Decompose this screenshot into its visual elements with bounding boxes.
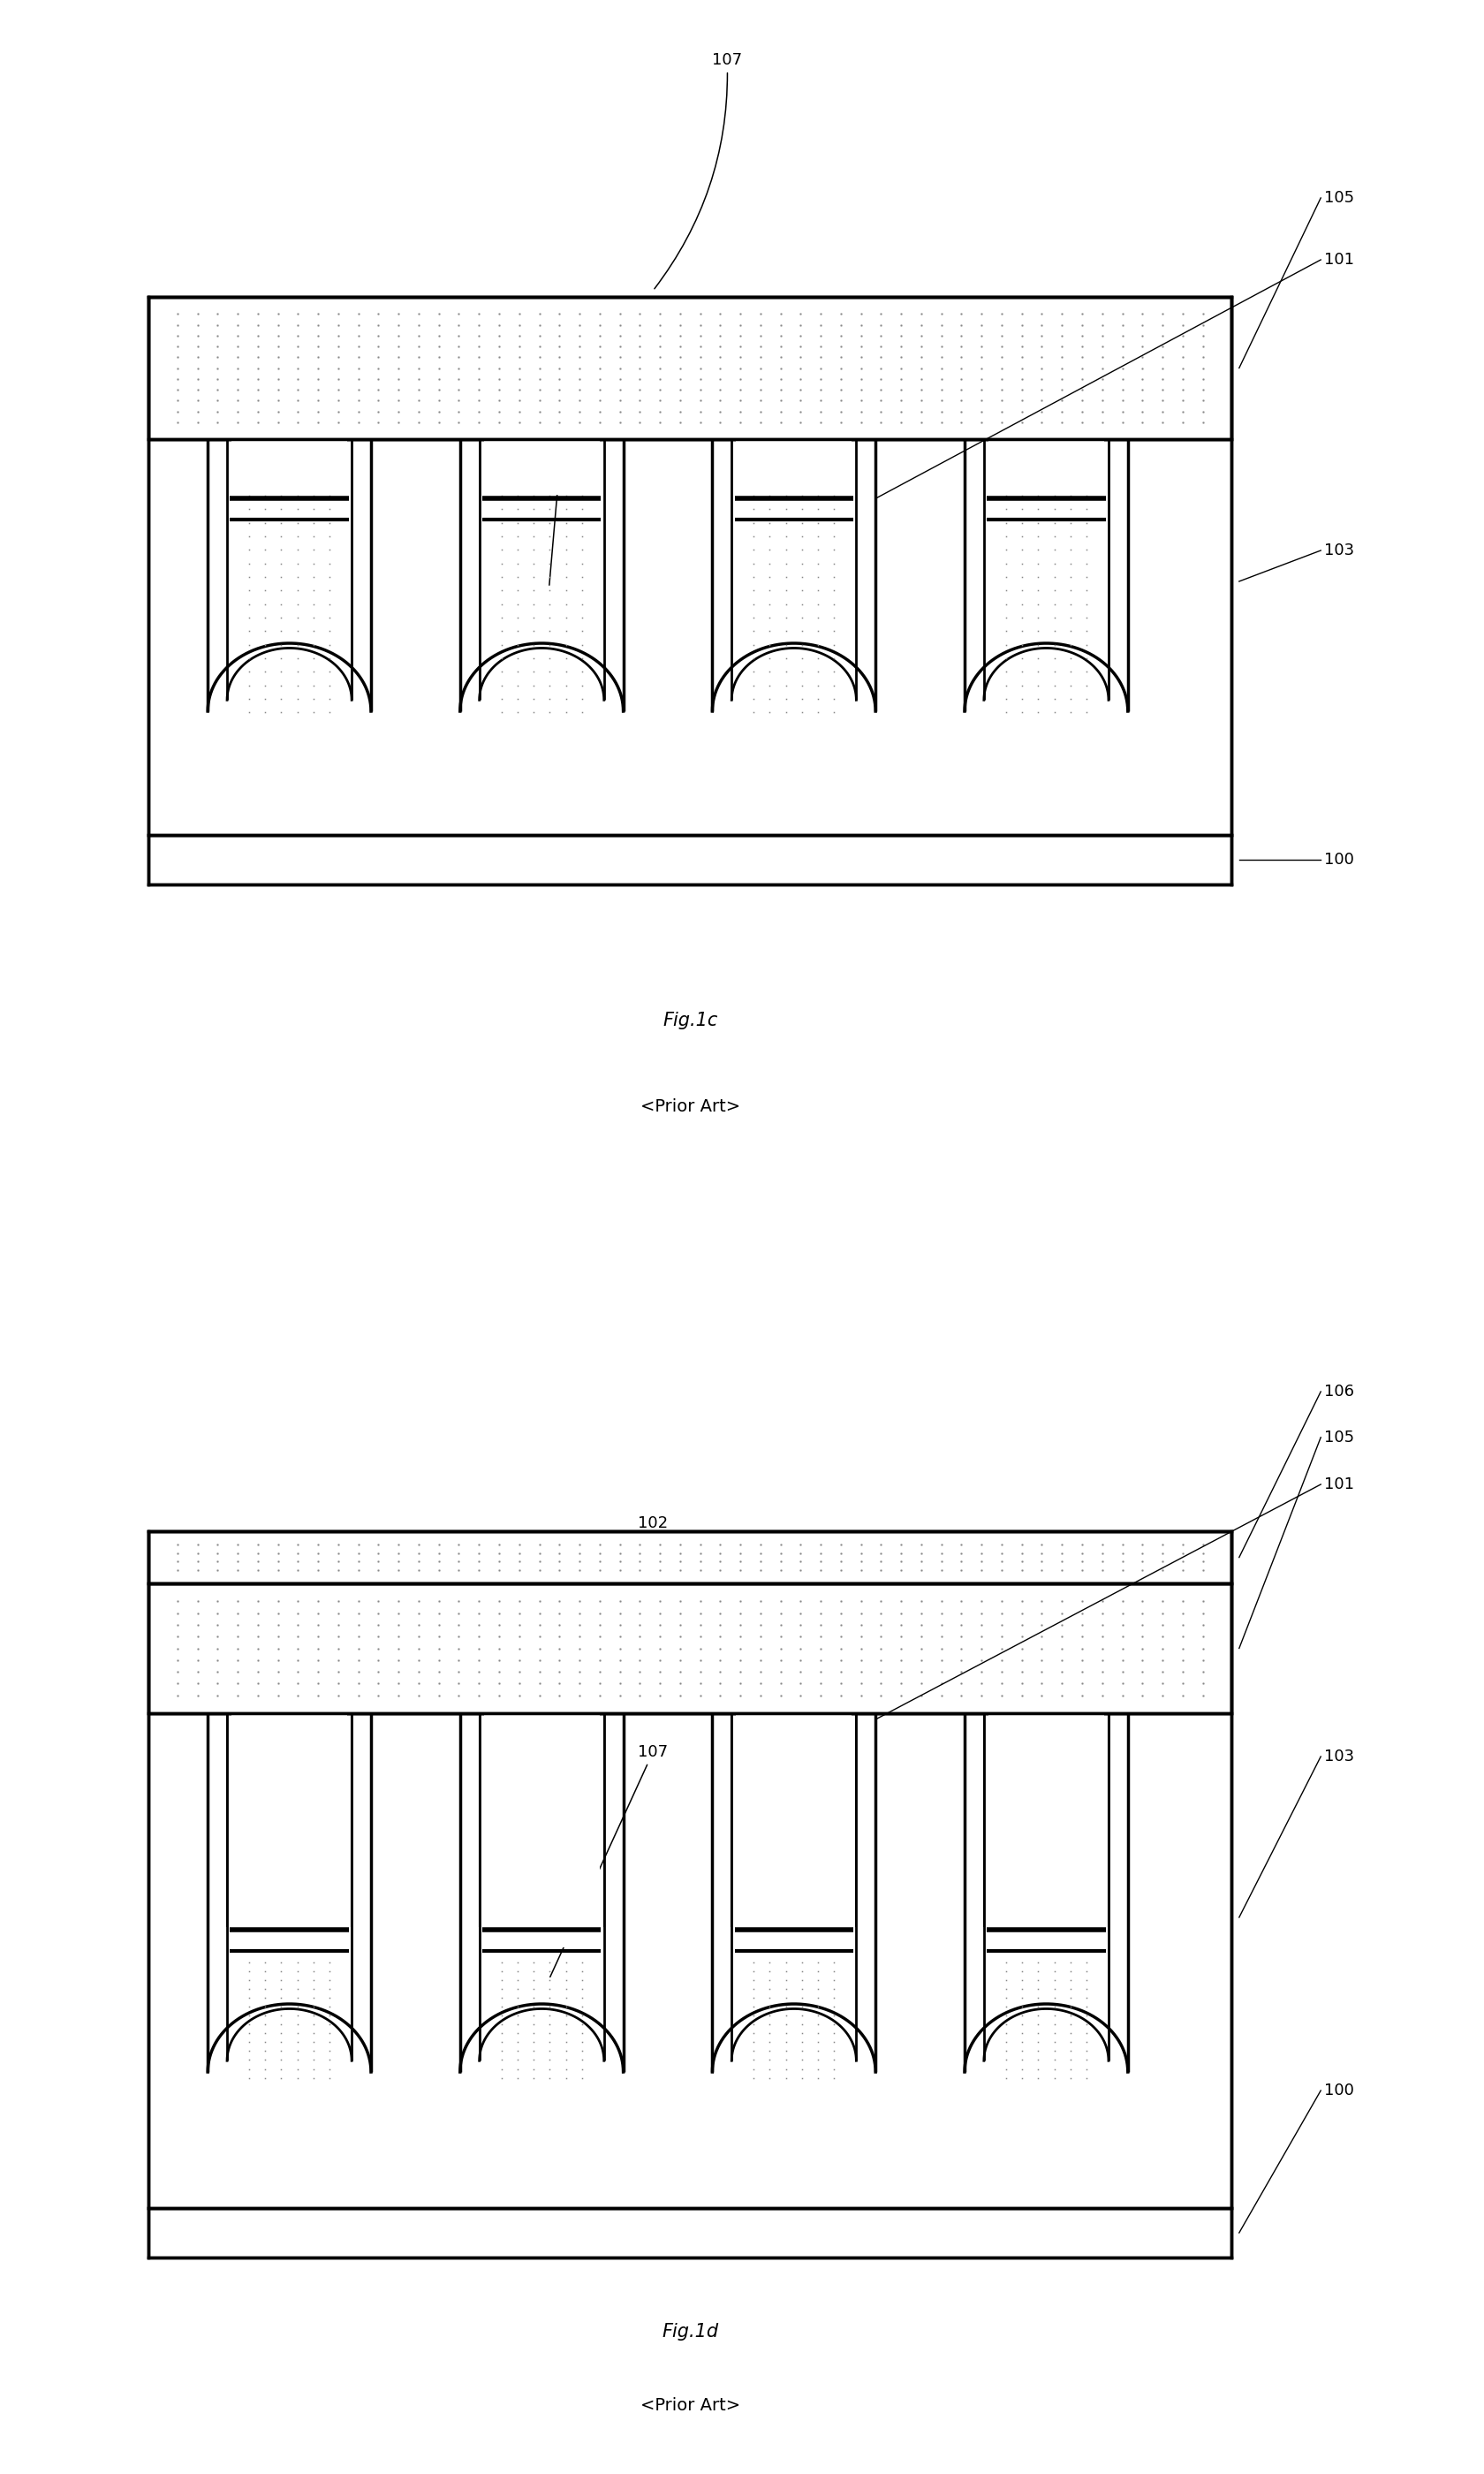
Text: <Prior Art>: <Prior Art> (640, 1098, 741, 1116)
Text: 107: 107 (551, 1744, 668, 1977)
Bar (148, 1583, 1232, 1712)
Text: <Prior Art>: <Prior Art> (640, 2397, 741, 2415)
Text: 103: 103 (1324, 542, 1353, 559)
Text: 107: 107 (654, 52, 742, 289)
Bar (232, 1714, 347, 1947)
Bar (148, 1531, 1232, 1583)
Text: Fig.1c: Fig.1c (662, 1012, 718, 1029)
Text: 106: 106 (1324, 1383, 1353, 1400)
Bar (148, 1712, 1232, 2207)
Bar (148, 1531, 1232, 1583)
Bar (148, 1583, 1232, 1712)
Text: 103: 103 (1324, 1749, 1353, 1764)
Bar (148, 836, 1232, 886)
Text: Fig.1d: Fig.1d (662, 2323, 718, 2340)
Bar (148, 440, 1232, 836)
Text: 101: 101 (1324, 252, 1353, 267)
Text: 102: 102 (638, 1514, 800, 1776)
Text: 105: 105 (1324, 1430, 1353, 1445)
Bar (988, 1714, 1104, 1947)
Text: 102: 102 (549, 408, 579, 586)
Bar (988, 440, 1104, 495)
Bar (736, 440, 852, 495)
Bar (148, 297, 1232, 440)
Text: 100: 100 (1324, 851, 1353, 868)
Text: 101: 101 (1324, 1477, 1353, 1492)
Text: 105: 105 (1324, 190, 1353, 205)
Text: 100: 100 (1324, 2083, 1353, 2098)
Bar (148, 297, 1232, 440)
Bar (484, 1714, 600, 1947)
Bar (484, 440, 600, 495)
Bar (148, 2207, 1232, 2256)
Bar (232, 440, 347, 495)
Bar (736, 1714, 852, 1947)
